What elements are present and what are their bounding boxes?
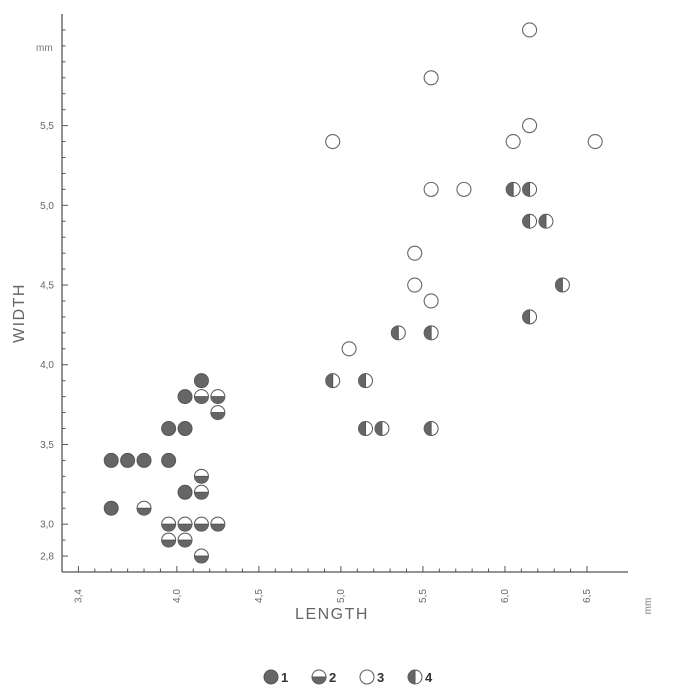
y-axis-title: WIDTH bbox=[11, 283, 28, 343]
axes bbox=[61, 14, 628, 573]
data-point-series-1 bbox=[136, 452, 152, 468]
data-points bbox=[103, 22, 603, 564]
data-point-series-1 bbox=[161, 421, 177, 437]
legend-label-1: 1 bbox=[281, 670, 288, 685]
x-axis-title: LENGTH bbox=[295, 606, 369, 623]
legend: 1 2 3 4 bbox=[263, 669, 433, 685]
data-point-series-1 bbox=[103, 500, 119, 516]
data-point-series-3 bbox=[522, 118, 538, 134]
data-point-series-4 bbox=[522, 309, 538, 325]
data-point-series-2 bbox=[193, 389, 209, 405]
data-point-series-2 bbox=[177, 516, 193, 532]
data-point-series-4 bbox=[522, 213, 538, 229]
ticks: 3,4 4,0 4,5 5,0 5,5 6,0 6,5 2,8 3,0 3,5 4,0 4,5 5,0 5… bbox=[40, 29, 593, 603]
data-point-series-4 bbox=[325, 373, 341, 389]
data-point-series-3 bbox=[505, 133, 521, 150]
data-point-series-1 bbox=[193, 373, 209, 389]
data-point-series-2 bbox=[193, 468, 209, 484]
data-point-series-2 bbox=[136, 500, 152, 516]
legend-label-2: 2 bbox=[329, 670, 336, 685]
series-2 bbox=[136, 389, 226, 564]
y-tick-label: 3,0 bbox=[40, 520, 54, 531]
data-point-series-4 bbox=[358, 421, 374, 437]
data-point-series-3 bbox=[325, 133, 341, 150]
x-tick-label: 6,0 bbox=[500, 589, 511, 603]
data-point-series-3 bbox=[341, 341, 357, 357]
data-point-series-4 bbox=[505, 181, 521, 197]
data-point-series-2 bbox=[177, 532, 193, 548]
legend-item-4: 4 bbox=[407, 669, 433, 685]
series-3 bbox=[325, 22, 603, 357]
data-point-series-2 bbox=[161, 516, 177, 532]
legend-item-1: 1 bbox=[263, 669, 288, 685]
data-point-series-3 bbox=[407, 245, 423, 261]
data-point-series-1 bbox=[120, 452, 136, 468]
x-tick-label: 4,0 bbox=[172, 589, 183, 603]
data-point-series-2 bbox=[193, 484, 209, 500]
data-point-series-1 bbox=[103, 452, 119, 468]
x-tick-label: 5,5 bbox=[418, 589, 429, 603]
data-point-series-3 bbox=[423, 293, 439, 309]
legend-item-2: 2 bbox=[311, 669, 336, 685]
x-tick-label: 5,0 bbox=[336, 589, 347, 603]
x-tick-label: 6,5 bbox=[582, 589, 593, 603]
data-point-series-4 bbox=[423, 421, 439, 437]
data-point-series-4 bbox=[538, 213, 554, 229]
data-point-series-1 bbox=[177, 484, 193, 500]
data-point-series-4 bbox=[358, 373, 374, 389]
legend-item-3: 3 bbox=[359, 669, 384, 685]
y-tick-label: 2,8 bbox=[40, 552, 54, 563]
x-unit-label: mm bbox=[643, 598, 654, 615]
series-4 bbox=[325, 181, 570, 437]
y-unit-label: mm bbox=[36, 43, 53, 54]
data-point-series-4 bbox=[522, 181, 538, 197]
y-tick-label: 4,0 bbox=[40, 360, 54, 371]
data-point-series-3 bbox=[587, 133, 603, 150]
data-point-series-1 bbox=[177, 389, 193, 405]
data-point-series-1 bbox=[161, 452, 177, 468]
data-point-series-2 bbox=[210, 405, 226, 421]
legend-marker-3 bbox=[359, 669, 375, 685]
data-point-series-3 bbox=[423, 181, 439, 197]
data-point-series-4 bbox=[374, 421, 390, 437]
data-point-series-2 bbox=[161, 532, 177, 548]
data-point-series-2 bbox=[193, 548, 209, 564]
data-point-series-3 bbox=[522, 22, 538, 38]
data-point-series-2 bbox=[210, 516, 226, 532]
legend-label-4: 4 bbox=[425, 670, 433, 685]
x-tick-label: 3,4 bbox=[73, 589, 84, 603]
data-point-series-2 bbox=[193, 516, 209, 532]
legend-label-3: 3 bbox=[377, 670, 384, 685]
data-point-series-3 bbox=[456, 181, 472, 197]
legend-marker-2 bbox=[311, 669, 327, 685]
data-point-series-1 bbox=[177, 421, 193, 437]
data-point-series-4 bbox=[554, 277, 570, 293]
y-tick-label: 5,0 bbox=[40, 201, 54, 212]
y-tick-label: 5,5 bbox=[40, 121, 54, 132]
data-point-series-3 bbox=[407, 277, 423, 293]
x-tick-label: 4,5 bbox=[254, 589, 265, 603]
legend-marker-4 bbox=[407, 669, 423, 685]
y-tick-label: 3,5 bbox=[40, 440, 54, 451]
series-1 bbox=[103, 373, 209, 516]
y-tick-label: 4,5 bbox=[40, 281, 54, 292]
data-point-series-3 bbox=[423, 70, 439, 86]
legend-marker-1 bbox=[263, 669, 279, 685]
data-point-series-4 bbox=[423, 325, 439, 341]
data-point-series-4 bbox=[390, 325, 406, 341]
data-point-series-2 bbox=[210, 389, 226, 405]
